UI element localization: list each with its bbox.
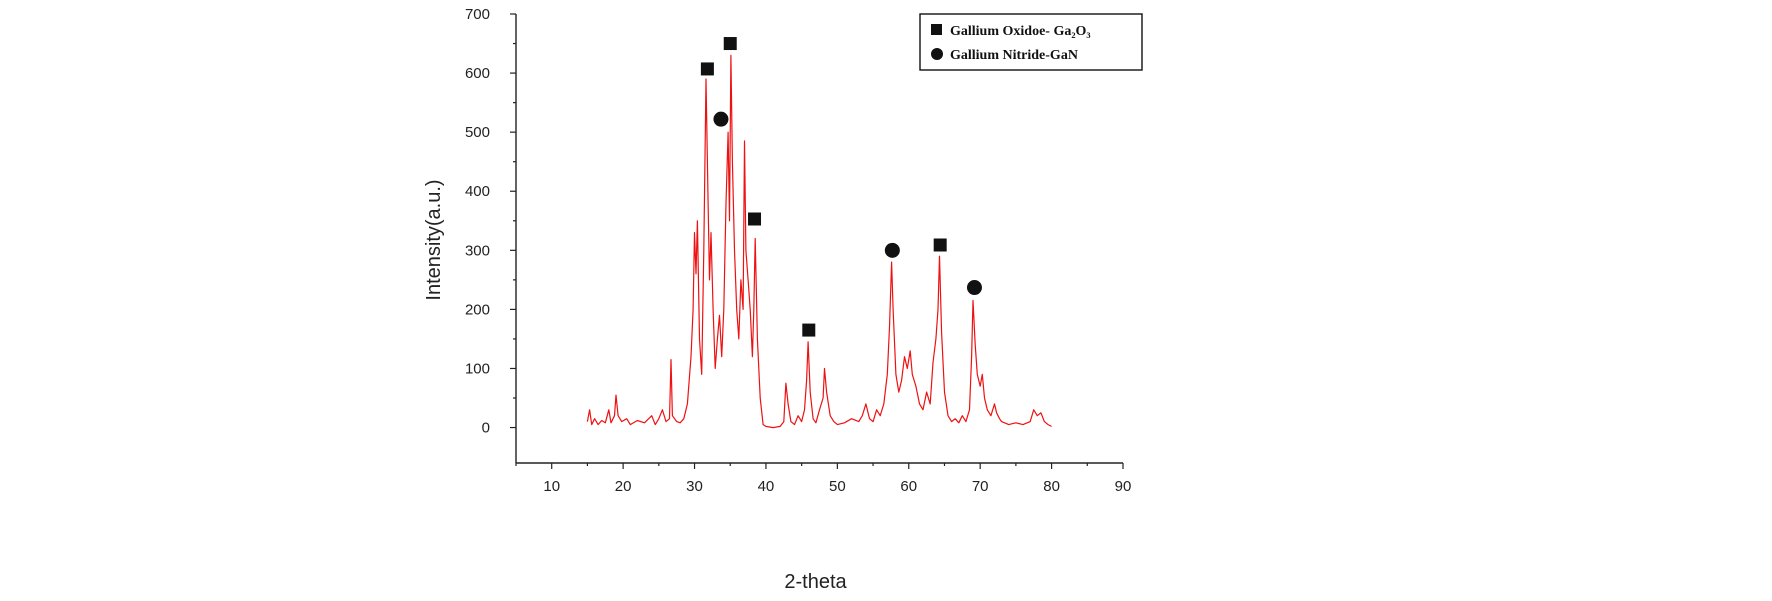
legend-box	[919, 13, 1143, 71]
x-tick-label: 40	[758, 478, 775, 495]
y-tick-label: 400	[465, 183, 490, 200]
y-tick-label: 700	[465, 6, 490, 23]
x-tick-label: 30	[686, 478, 703, 495]
peak-markers	[700, 37, 982, 337]
legend-label-gallium-nitride: Gallium Nitride-GaN	[950, 48, 1078, 63]
x-axis-title: 2-theta	[784, 571, 847, 593]
x-tick-label: 10	[543, 478, 560, 495]
square-marker-icon	[802, 323, 816, 337]
circle-marker-icon	[931, 48, 943, 60]
square-marker-icon	[700, 62, 714, 76]
legend-label-gallium-oxide: Gallium Oxidoe- Ga₂O₃	[950, 24, 1091, 39]
y-tick-label: 200	[465, 301, 490, 318]
circle-marker-icon	[884, 242, 900, 258]
square-marker-icon	[933, 238, 947, 252]
square-marker-icon	[723, 37, 737, 51]
x-tick-label: 20	[615, 478, 632, 495]
circle-marker-icon	[966, 280, 982, 296]
y-tick-label: 600	[465, 65, 490, 82]
y-tick-label: 0	[482, 420, 490, 437]
y-tick-label: 500	[465, 124, 490, 141]
square-marker-icon	[931, 24, 942, 35]
y-tick-label: 300	[465, 242, 490, 259]
x-tick-label: 80	[1043, 478, 1060, 495]
circle-marker-icon	[713, 111, 729, 127]
x-tick-label: 70	[972, 478, 989, 495]
legend: Gallium Oxidoe- Ga₂O₃ Gallium Nitride-Ga…	[919, 13, 1143, 71]
x-tick-label: 90	[1115, 478, 1132, 495]
y-axis-title: Intensity(a.u.)	[423, 179, 445, 300]
y-tick-label: 100	[465, 360, 490, 377]
x-tick-label: 60	[900, 478, 917, 495]
axes	[515, 14, 1123, 464]
xrd-intensity-series	[586, 54, 1052, 429]
square-marker-icon	[748, 212, 762, 226]
ticks: 0 100 200 300 400 500 600 700 10 20 30 40 50 60 70 80 90	[465, 6, 1131, 495]
x-tick-label: 50	[829, 478, 846, 495]
